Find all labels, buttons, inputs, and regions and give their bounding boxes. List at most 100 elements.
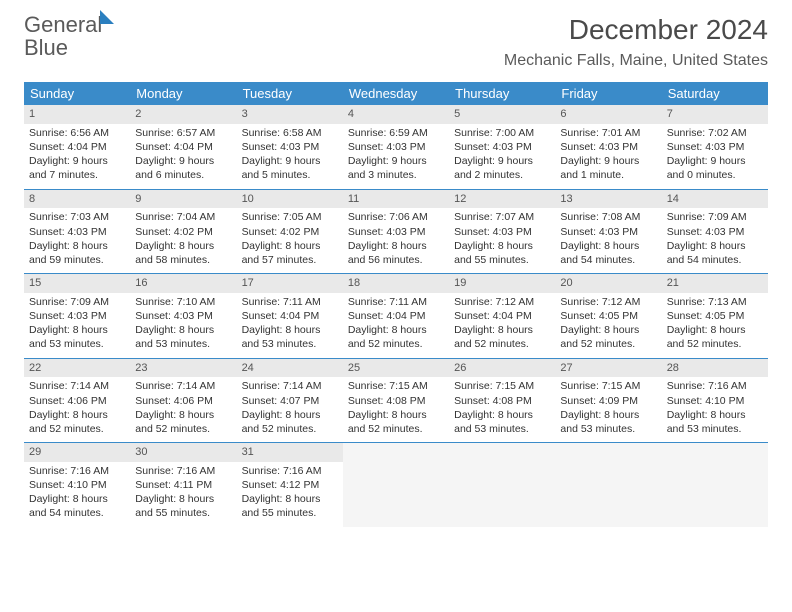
sunrise-text: Sunrise: 7:16 AM — [242, 464, 338, 478]
sunset-text: Sunset: 4:10 PM — [667, 394, 763, 408]
daylight-text: Daylight: 8 hours and 52 minutes. — [242, 408, 338, 436]
day-cell: 24Sunrise: 7:14 AMSunset: 4:07 PMDayligh… — [237, 358, 343, 443]
sunset-text: Sunset: 4:12 PM — [242, 478, 338, 492]
sunrise-text: Sunrise: 7:12 AM — [454, 295, 550, 309]
sunset-text: Sunset: 4:04 PM — [348, 309, 444, 323]
day-cell: 3Sunrise: 6:58 AMSunset: 4:03 PMDaylight… — [237, 105, 343, 189]
week-row: 29Sunrise: 7:16 AMSunset: 4:10 PMDayligh… — [24, 443, 768, 527]
daylight-text: Daylight: 8 hours and 52 minutes. — [348, 408, 444, 436]
sunset-text: Sunset: 4:08 PM — [348, 394, 444, 408]
day-number: 19 — [449, 274, 555, 293]
day-number: 3 — [237, 105, 343, 124]
day-cell: 14Sunrise: 7:09 AMSunset: 4:03 PMDayligh… — [662, 189, 768, 274]
day-number: 30 — [130, 443, 236, 462]
month-title: December 2024 — [504, 14, 768, 46]
day-number: 20 — [555, 274, 661, 293]
sail-icon — [100, 10, 114, 24]
calendar-body: 1Sunrise: 6:56 AMSunset: 4:04 PMDaylight… — [24, 105, 768, 527]
day-cell: 12Sunrise: 7:07 AMSunset: 4:03 PMDayligh… — [449, 189, 555, 274]
sunrise-text: Sunrise: 7:16 AM — [29, 464, 125, 478]
daylight-text: Daylight: 9 hours and 6 minutes. — [135, 154, 231, 182]
logo-text-blue: Blue — [24, 35, 68, 60]
sunrise-text: Sunrise: 7:14 AM — [135, 379, 231, 393]
daylight-text: Daylight: 8 hours and 56 minutes. — [348, 239, 444, 267]
sunset-text: Sunset: 4:05 PM — [560, 309, 656, 323]
sunrise-text: Sunrise: 7:04 AM — [135, 210, 231, 224]
sunset-text: Sunset: 4:04 PM — [29, 140, 125, 154]
day-number: 18 — [343, 274, 449, 293]
sunrise-text: Sunrise: 7:14 AM — [29, 379, 125, 393]
sunrise-text: Sunrise: 7:01 AM — [560, 126, 656, 140]
sunset-text: Sunset: 4:03 PM — [667, 140, 763, 154]
day-cell: 13Sunrise: 7:08 AMSunset: 4:03 PMDayligh… — [555, 189, 661, 274]
day-cell: 16 Sunrise: 7:10 AMSunset: 4:03 PMDayligh… — [130, 274, 236, 359]
sunrise-text: Sunrise: 6:58 AM — [242, 126, 338, 140]
week-row: 1Sunrise: 6:56 AMSunset: 4:04 PMDaylight… — [24, 105, 768, 189]
day-number: 11 — [343, 190, 449, 209]
location: Mechanic Falls, Maine, United States — [504, 52, 768, 70]
day-number: 9 — [130, 190, 236, 209]
daylight-text: Daylight: 8 hours and 52 minutes. — [667, 323, 763, 351]
day-cell: 2Sunrise: 6:57 AMSunset: 4:04 PMDaylight… — [130, 105, 236, 189]
week-row: 15Sunrise: 7:09 AMSunset: 4:03 PMDayligh… — [24, 274, 768, 359]
day-cell: 17Sunrise: 7:11 AMSunset: 4:04 PMDayligh… — [237, 274, 343, 359]
day-cell: 18Sunrise: 7:11 AMSunset: 4:04 PMDayligh… — [343, 274, 449, 359]
day-number: 28 — [662, 359, 768, 378]
sunrise-text: Sunrise: 7:14 AM — [242, 379, 338, 393]
sunrise-text: Sunrise: 7:09 AM — [667, 210, 763, 224]
sunset-text: Sunset: 4:06 PM — [29, 394, 125, 408]
day-header: Monday — [130, 82, 236, 105]
day-cell — [343, 443, 449, 527]
sunrise-text: Sunrise: 7:15 AM — [454, 379, 550, 393]
sunset-text: Sunset: 4:03 PM — [135, 309, 231, 323]
daylight-text: Daylight: 8 hours and 52 minutes. — [560, 323, 656, 351]
day-number: 22 — [24, 359, 130, 378]
day-number: 31 — [237, 443, 343, 462]
day-cell: 23Sunrise: 7:14 AMSunset: 4:06 PMDayligh… — [130, 358, 236, 443]
day-header: Sunday — [24, 82, 130, 105]
day-number: 1 — [24, 105, 130, 124]
day-number: 21 — [662, 274, 768, 293]
day-cell: 28Sunrise: 7:16 AMSunset: 4:10 PMDayligh… — [662, 358, 768, 443]
logo-text: General Blue — [24, 14, 114, 60]
sunset-text: Sunset: 4:03 PM — [29, 309, 125, 323]
day-number: 7 — [662, 105, 768, 124]
sunset-text: Sunset: 4:07 PM — [242, 394, 338, 408]
day-cell — [555, 443, 661, 527]
day-cell: 11Sunrise: 7:06 AMSunset: 4:03 PMDayligh… — [343, 189, 449, 274]
day-cell: 8Sunrise: 7:03 AMSunset: 4:03 PMDaylight… — [24, 189, 130, 274]
week-row: 8Sunrise: 7:03 AMSunset: 4:03 PMDaylight… — [24, 189, 768, 274]
day-header: Saturday — [662, 82, 768, 105]
daylight-text: Daylight: 9 hours and 0 minutes. — [667, 154, 763, 182]
daylight-text: Daylight: 8 hours and 52 minutes. — [29, 408, 125, 436]
day-number: 29 — [24, 443, 130, 462]
day-cell: 30Sunrise: 7:16 AMSunset: 4:11 PMDayligh… — [130, 443, 236, 527]
day-number: 4 — [343, 105, 449, 124]
week-row: 22Sunrise: 7:14 AMSunset: 4:06 PMDayligh… — [24, 358, 768, 443]
sunrise-text: Sunrise: 7:05 AM — [242, 210, 338, 224]
daylight-text: Daylight: 8 hours and 53 minutes. — [29, 323, 125, 351]
daylight-text: Daylight: 9 hours and 2 minutes. — [454, 154, 550, 182]
day-number: 26 — [449, 359, 555, 378]
sunset-text: Sunset: 4:06 PM — [135, 394, 231, 408]
daylight-text: Daylight: 8 hours and 53 minutes. — [135, 323, 231, 351]
day-header: Thursday — [449, 82, 555, 105]
logo: General Blue — [24, 14, 114, 60]
sunrise-text: Sunrise: 6:59 AM — [348, 126, 444, 140]
sunset-text: Sunset: 4:03 PM — [348, 225, 444, 239]
daylight-text: Daylight: 8 hours and 52 minutes. — [454, 323, 550, 351]
sunset-text: Sunset: 4:03 PM — [560, 225, 656, 239]
sunset-text: Sunset: 4:04 PM — [242, 309, 338, 323]
day-header: Friday — [555, 82, 661, 105]
daylight-text: Daylight: 9 hours and 1 minute. — [560, 154, 656, 182]
day-number: 16 — [130, 274, 236, 293]
day-number: 10 — [237, 190, 343, 209]
day-cell: 9Sunrise: 7:04 AMSunset: 4:02 PMDaylight… — [130, 189, 236, 274]
daylight-text: Daylight: 8 hours and 53 minutes. — [560, 408, 656, 436]
day-cell: 15Sunrise: 7:09 AMSunset: 4:03 PMDayligh… — [24, 274, 130, 359]
day-cell: 31Sunrise: 7:16 AMSunset: 4:12 PMDayligh… — [237, 443, 343, 527]
day-cell: 20Sunrise: 7:12 AMSunset: 4:05 PMDayligh… — [555, 274, 661, 359]
day-number: 24 — [237, 359, 343, 378]
sunrise-text: Sunrise: 7:02 AM — [667, 126, 763, 140]
sunrise-text: Sunrise: 7:10 AM — [135, 295, 231, 309]
